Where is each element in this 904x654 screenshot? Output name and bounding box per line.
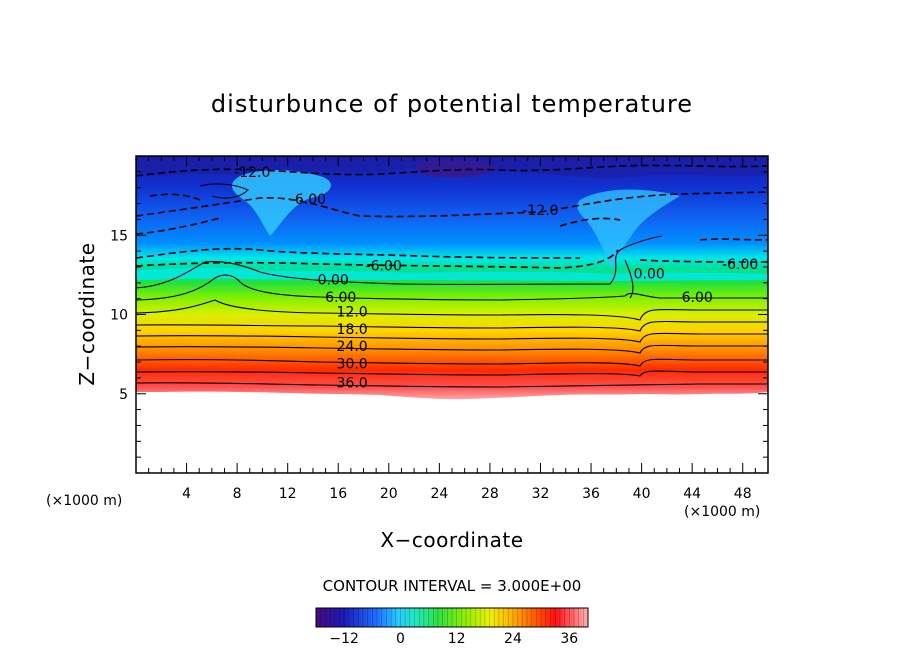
x-tick-label: 20 xyxy=(380,486,398,502)
x-tick-label: 12 xyxy=(279,486,297,502)
colorbar-tick-label: 24 xyxy=(504,631,522,647)
colorbar-tick-label: 12 xyxy=(448,631,466,647)
x-tick-label: 48 xyxy=(734,486,752,502)
y-tick-label: 10 xyxy=(110,308,128,324)
cyan-plume-left xyxy=(231,170,331,236)
x-tick-label: 16 xyxy=(329,486,347,502)
x-tick-label: 36 xyxy=(582,486,600,502)
x-tick-label: 44 xyxy=(683,486,701,502)
cyan-plume-right xyxy=(577,189,680,270)
colorbar-ticks: −12 0 12 24 36 xyxy=(329,631,578,647)
contour-label: -6.00 xyxy=(722,257,758,273)
colorbar-tick-label: −12 xyxy=(329,631,359,647)
contour-label: -6.00 xyxy=(290,192,326,208)
y-unit-label: (×1000 m) xyxy=(46,493,122,509)
contour-labels: -12.0-6.00-12.0-6.00 -6.000.00 0.006.00 6.0… xyxy=(234,165,758,392)
purple-patch xyxy=(415,159,500,178)
contour-label: 6.00 xyxy=(325,290,356,306)
x-tick-label: 24 xyxy=(430,486,448,502)
contour-label: -12.0 xyxy=(234,165,270,181)
contour-label: 6.00 xyxy=(682,290,713,306)
y-axis-label: Z−coordinate xyxy=(75,242,99,385)
colorbar-tick-label: 0 xyxy=(396,631,405,647)
y-tick-label: 5 xyxy=(119,387,128,403)
contour-label: 0.00 xyxy=(318,273,349,289)
x-tick-label: 28 xyxy=(481,486,499,502)
x-tick-label: 4 xyxy=(182,486,191,502)
contour-label: -12.0 xyxy=(522,203,558,219)
contour-interval-text: CONTOUR INTERVAL = 3.000E+00 xyxy=(323,577,582,595)
chart-title: disturbunce of potential temperature xyxy=(211,90,693,118)
x-axis-label: X−coordinate xyxy=(380,528,523,552)
dashed-contours xyxy=(136,164,768,269)
y-tick-label: 15 xyxy=(110,228,128,244)
x-tick-label: 8 xyxy=(233,486,242,502)
colorbar-tick-label: 36 xyxy=(560,631,578,647)
x-tick-label: 32 xyxy=(532,486,550,502)
x-tick-label: 40 xyxy=(633,486,651,502)
contour-label: -6.00 xyxy=(366,258,402,274)
y-axis: 5 10 15 xyxy=(110,171,768,458)
contour-label: 30.0 xyxy=(337,357,368,373)
contour-label: 24.0 xyxy=(337,339,368,355)
contour-label: 12.0 xyxy=(337,304,368,320)
colorbar-cells xyxy=(320,608,584,627)
contour-label: 36.0 xyxy=(337,376,368,392)
x-unit-label: (×1000 m) xyxy=(684,504,760,520)
solid-contours xyxy=(136,183,768,388)
x-axis: 4 8 12 16 20 24 28 32 36 40 44 48 xyxy=(148,156,756,502)
contour-label: 18.0 xyxy=(337,322,368,338)
contour-label: 0.00 xyxy=(634,266,665,282)
